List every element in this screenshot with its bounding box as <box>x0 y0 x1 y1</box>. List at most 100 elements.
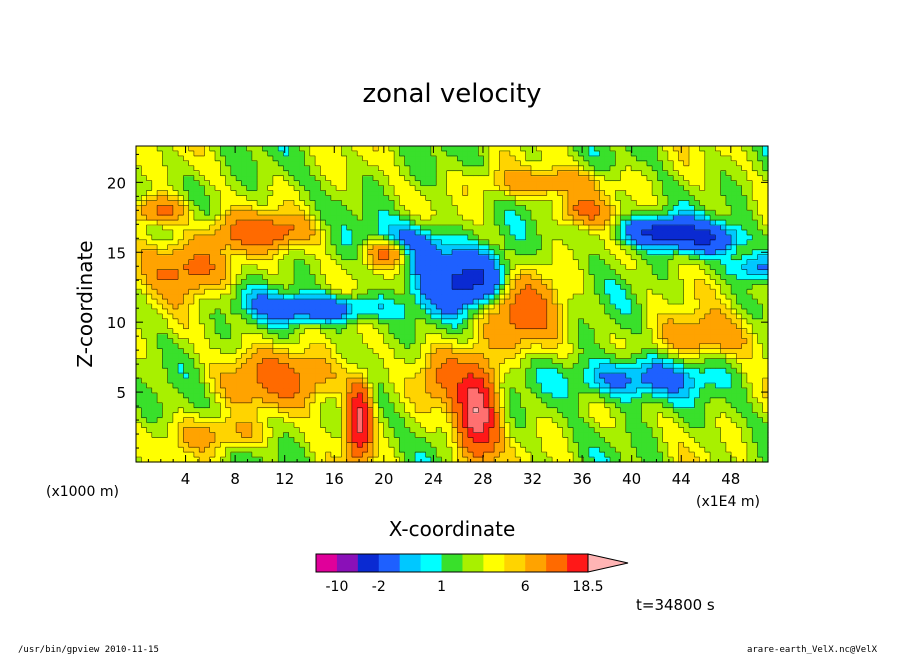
field-cell <box>362 383 369 389</box>
field-cell <box>594 299 601 305</box>
field-cell <box>541 442 548 448</box>
field-cell <box>157 457 163 463</box>
field-cell <box>415 427 421 433</box>
field-cell <box>267 427 274 433</box>
field-cell <box>457 422 464 429</box>
field-cell <box>362 294 369 300</box>
field-cell <box>520 457 527 463</box>
field-cell <box>141 318 148 325</box>
field-cell <box>731 284 737 290</box>
field-cell <box>336 452 342 458</box>
field-cell <box>483 259 490 266</box>
field-cell <box>325 457 332 463</box>
field-cell <box>662 427 669 433</box>
field-cell <box>689 452 695 458</box>
field-cell <box>557 383 564 389</box>
field-cell <box>299 402 306 409</box>
field-cell <box>715 294 722 300</box>
field-cell <box>699 407 706 414</box>
field-cell <box>652 358 658 364</box>
field-cell <box>631 437 637 443</box>
field-cell <box>141 387 148 394</box>
field-cell <box>731 397 737 404</box>
field-cell <box>710 318 716 325</box>
field-cell <box>741 318 748 325</box>
field-cell <box>509 279 516 285</box>
field-cell <box>362 432 369 438</box>
field-cell <box>494 432 500 438</box>
field-cell <box>594 343 601 350</box>
field-cell <box>373 264 379 271</box>
field-cell <box>430 254 437 261</box>
field-cell <box>330 328 337 335</box>
field-cell <box>641 383 648 389</box>
field-cell <box>330 269 337 275</box>
field-cell <box>446 422 453 429</box>
field-cell <box>536 269 543 275</box>
field-cell <box>378 417 385 424</box>
field-cell <box>636 363 643 369</box>
field-cell <box>520 387 527 394</box>
field-cell <box>657 279 664 285</box>
field-cell <box>272 358 279 364</box>
field-cell <box>736 289 743 295</box>
field-cell <box>741 412 748 419</box>
field-cell <box>304 299 311 305</box>
field-cell <box>193 284 200 290</box>
field-cell <box>436 392 443 399</box>
field-cell <box>283 338 290 345</box>
field-cell <box>215 299 221 305</box>
field-cell <box>462 378 469 384</box>
field-cell <box>452 422 458 429</box>
field-cell <box>457 348 464 354</box>
field-cell <box>283 308 290 315</box>
field-cell <box>673 397 680 404</box>
field-cell <box>473 387 479 394</box>
field-cell <box>652 417 658 424</box>
field-cell <box>515 274 522 280</box>
field-cell <box>610 348 616 354</box>
field-cell <box>520 392 527 399</box>
field-cell <box>546 358 553 364</box>
field-cell <box>209 407 216 414</box>
field-cell <box>436 412 443 419</box>
field-cell <box>694 294 701 300</box>
field-cell <box>288 308 295 315</box>
field-cell <box>294 289 300 295</box>
field-cell <box>157 392 163 399</box>
field-cell <box>483 412 490 419</box>
field-cell <box>483 304 490 310</box>
field-cell <box>752 343 759 350</box>
field-cell <box>299 427 306 433</box>
field-cell <box>652 353 658 359</box>
field-cell <box>615 289 622 295</box>
field-cell <box>567 392 574 399</box>
field-cell <box>309 299 316 305</box>
field-cell <box>146 323 153 330</box>
field-cell <box>725 358 732 364</box>
field-cell <box>167 269 174 275</box>
field-cell <box>436 259 443 266</box>
field-cell <box>473 422 479 429</box>
field-cell <box>351 333 358 340</box>
field-cell <box>336 447 342 453</box>
field-cell <box>552 348 558 354</box>
field-cell <box>483 333 490 340</box>
field-cell <box>562 264 569 271</box>
field-cell <box>531 284 537 290</box>
field-cell <box>646 417 653 424</box>
field-cell <box>499 328 506 335</box>
field-cell <box>251 378 258 384</box>
field-cell <box>509 417 516 424</box>
field-cell <box>394 392 400 399</box>
field-cell <box>578 328 585 335</box>
field-cell <box>641 284 648 290</box>
field-cell <box>488 338 495 345</box>
field-cell <box>136 452 142 458</box>
field-cell <box>157 318 163 325</box>
field-cell <box>615 363 622 369</box>
field-cell <box>188 353 195 359</box>
field-cell <box>552 432 558 438</box>
field-cell <box>346 333 353 340</box>
field-cell <box>193 412 200 419</box>
